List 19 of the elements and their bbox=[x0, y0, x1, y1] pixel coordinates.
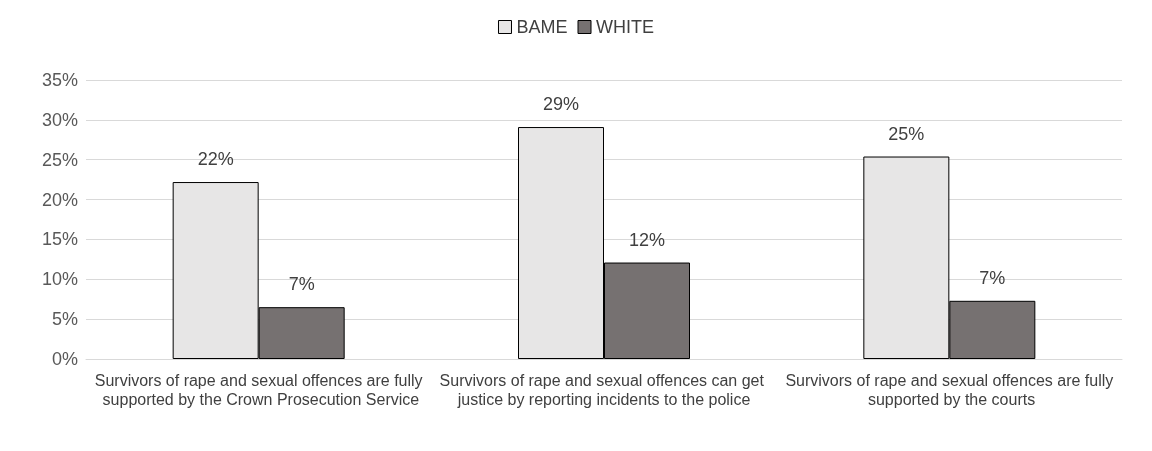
data-label: 7% bbox=[979, 267, 1006, 288]
y-tick-label: 10% bbox=[41, 269, 78, 290]
data-label: 25% bbox=[888, 123, 925, 144]
x-tick-label: Survivors of rape and sexual offences can get justice by reporting incidents to the police bbox=[439, 372, 769, 408]
y-tick-label: 30% bbox=[41, 109, 78, 130]
x-tick-label: Survivors of rape and sexual offences are fully supported by the courts bbox=[785, 372, 1114, 408]
data-label: 22% bbox=[197, 149, 234, 170]
y-tick-label: 15% bbox=[41, 229, 78, 250]
data-label: 12% bbox=[628, 229, 666, 250]
x-tick-label: Survivors of rape and sexual offences are fully supported by the Crown Prosecution Service bbox=[94, 372, 423, 408]
y-tick-label: 0% bbox=[51, 349, 78, 369]
y-tick-label: 5% bbox=[51, 309, 78, 330]
data-label: 29% bbox=[542, 94, 580, 115]
data-label: 7% bbox=[288, 274, 315, 295]
y-tick-label: 25% bbox=[41, 149, 78, 170]
legend-label: WHITE bbox=[596, 17, 655, 37]
y-tick-label: 35% bbox=[41, 70, 78, 90]
y-tick-label: 20% bbox=[41, 189, 78, 210]
legend-label: BAME bbox=[516, 17, 568, 37]
